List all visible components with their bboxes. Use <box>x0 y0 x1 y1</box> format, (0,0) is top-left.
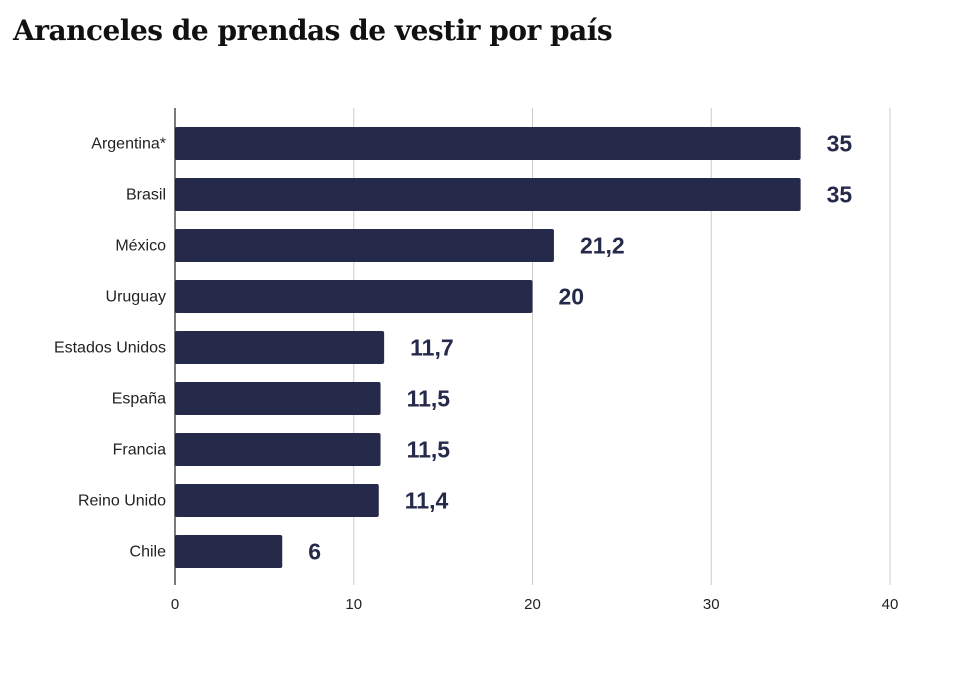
bar <box>175 127 801 160</box>
data-label: 20 <box>559 284 585 310</box>
x-tick-label: 30 <box>703 596 720 613</box>
chart-title: Aranceles de prendas de vestir por país <box>13 14 613 47</box>
bar <box>175 229 554 262</box>
data-label: 11,4 <box>405 488 449 514</box>
bar <box>175 484 379 517</box>
category-label: España <box>112 391 166 408</box>
data-label: 11,7 <box>410 335 454 361</box>
category-label: Francia <box>113 442 166 459</box>
category-label: Argentina* <box>91 136 166 153</box>
bar <box>175 382 381 415</box>
bar <box>175 331 385 364</box>
x-tick-label: 0 <box>171 596 179 613</box>
x-tick-label: 40 <box>882 596 899 613</box>
data-label: 35 <box>827 182 853 208</box>
category-label: Estados Unidos <box>54 340 166 357</box>
data-label: 21,2 <box>580 233 625 259</box>
bar <box>175 280 533 313</box>
bar <box>175 178 801 211</box>
category-label: México <box>115 238 166 255</box>
category-label: Brasil <box>126 187 166 204</box>
category-label: Reino Unido <box>78 493 166 510</box>
x-tick-label: 20 <box>524 596 541 613</box>
x-tick-label: 10 <box>345 596 362 613</box>
data-label: 11,5 <box>407 386 451 412</box>
category-label: Uruguay <box>106 289 166 306</box>
data-label: 35 <box>827 131 853 157</box>
data-label: 11,5 <box>407 437 451 463</box>
data-label: 6 <box>308 539 321 565</box>
bar <box>175 535 283 568</box>
bar <box>175 433 381 466</box>
category-label: Chile <box>130 544 167 561</box>
